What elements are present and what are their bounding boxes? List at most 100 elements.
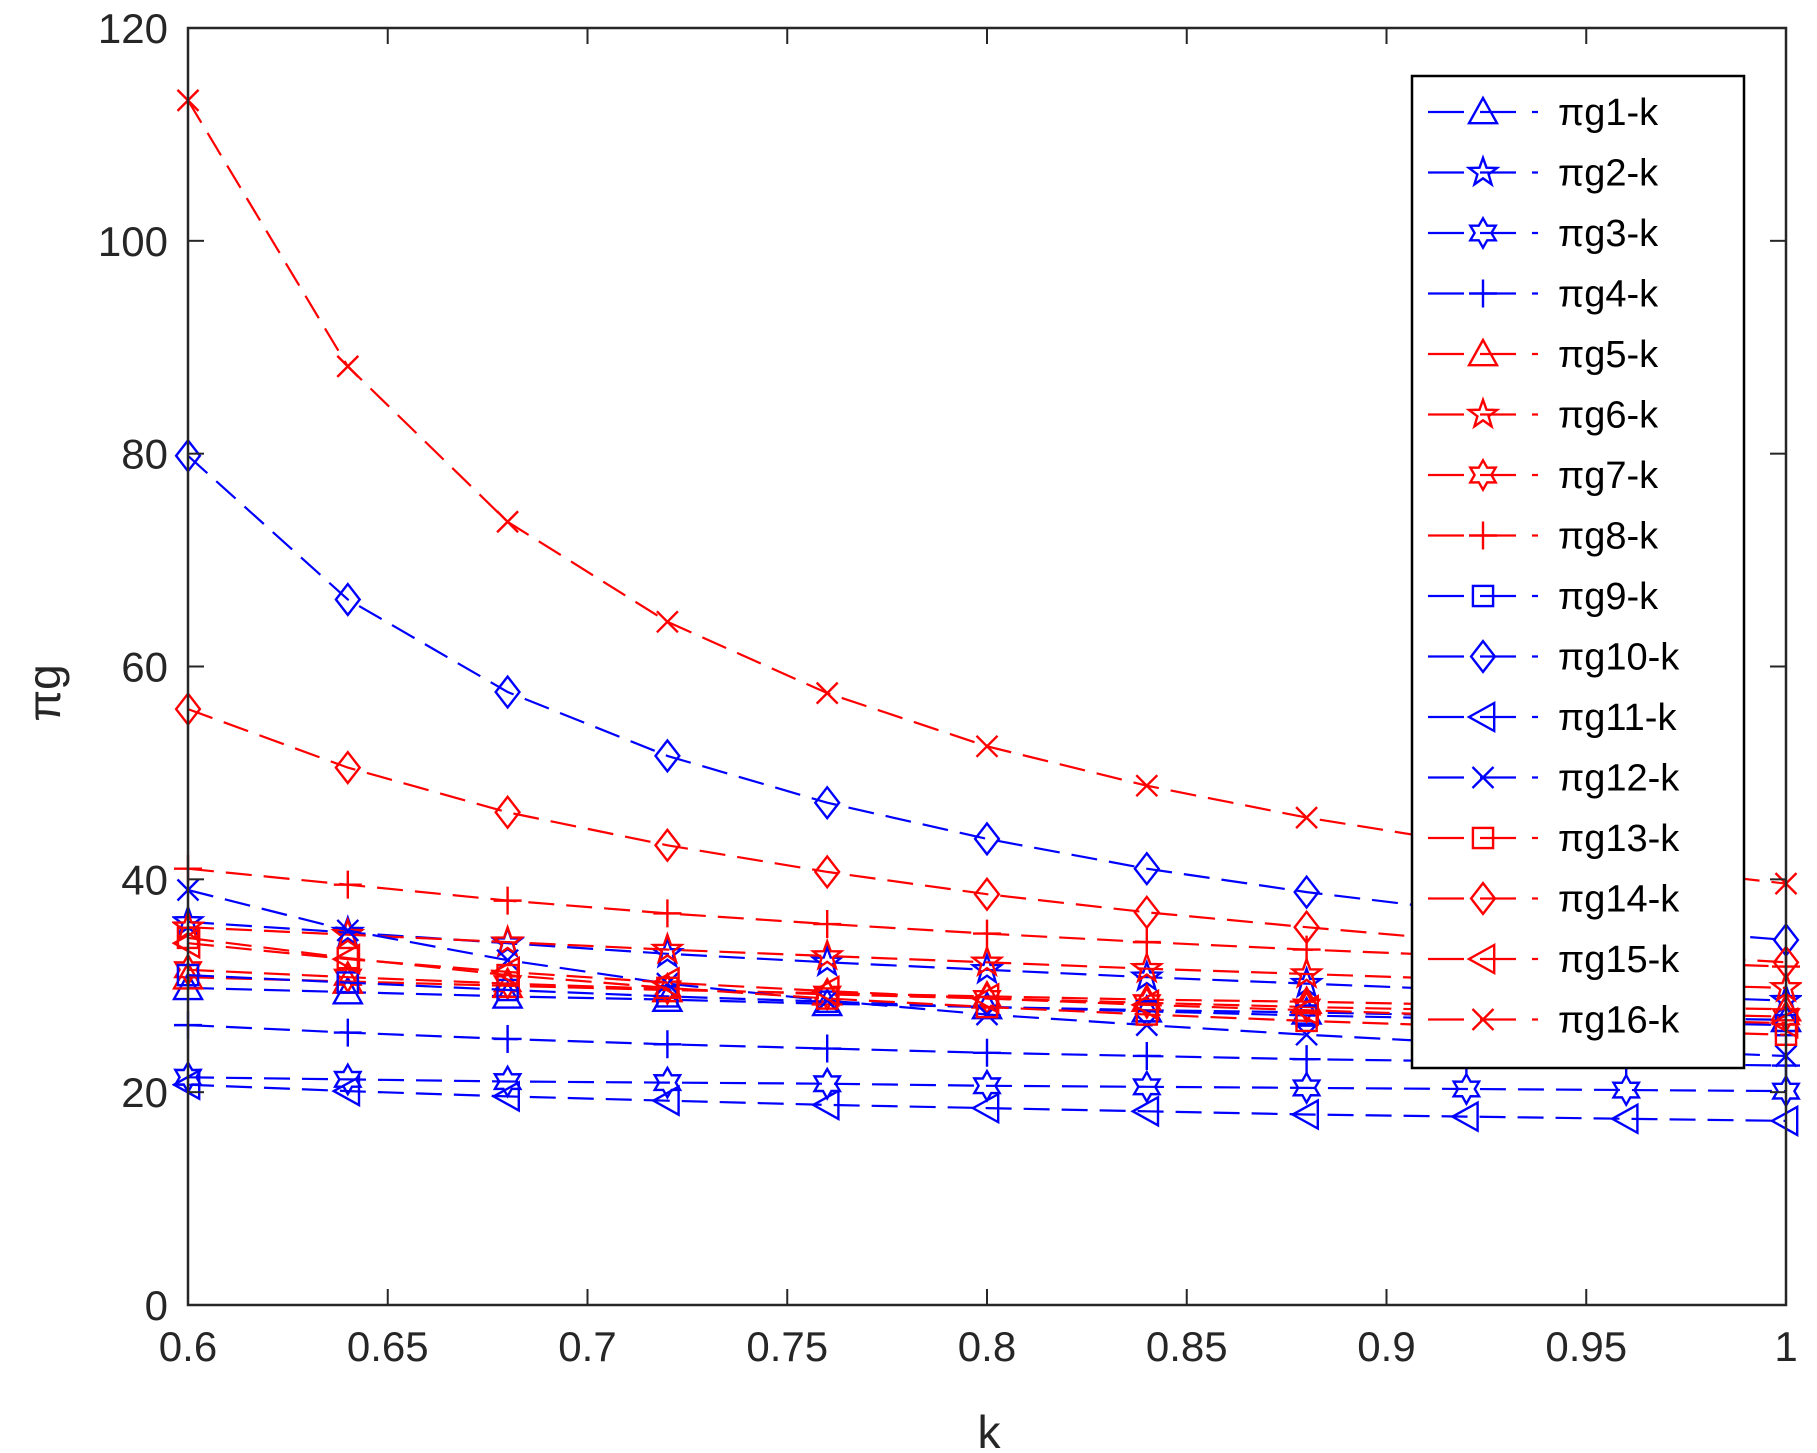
data-point-15-3: [491, 955, 520, 988]
data-point-3-4: [652, 1065, 683, 1100]
data-point-14-8: [1293, 909, 1321, 945]
data-point-3-10: [1611, 1072, 1642, 1108]
series-line-14: [187, 708, 1787, 964]
legend-label: πg5-k: [1558, 334, 1659, 376]
data-point-6-7: [1129, 950, 1165, 984]
data-point-16-4: [656, 610, 679, 634]
data-point-10-5: [813, 785, 841, 821]
legend-item-3: πg3-k: [1428, 213, 1659, 255]
data-point-15-6: [970, 982, 1000, 1015]
data-point-2-7: [1129, 958, 1165, 993]
data-point-12-2: [336, 919, 360, 942]
data-point-6-5: [809, 937, 845, 971]
y-tick-label: 80: [121, 431, 168, 478]
data-point-10-4: [653, 738, 681, 774]
data-point-16-5: [815, 681, 839, 705]
data-point-9-2: [336, 971, 360, 994]
legend-marker: [1468, 215, 1498, 251]
x-tick-label: 1: [1774, 1323, 1797, 1370]
data-point-8-6: [973, 919, 1001, 948]
x-tick-label: 0.9: [1357, 1323, 1415, 1370]
data-point-4-3: [493, 1024, 522, 1053]
legend-marker: [1465, 154, 1501, 188]
x-tick-label: 0.85: [1146, 1323, 1228, 1370]
x-axis-label: k: [978, 1406, 1002, 1453]
data-point-16-3: [496, 510, 519, 534]
data-point-15-8: [1290, 994, 1320, 1027]
data-point-3-9: [1451, 1071, 1482, 1107]
data-point-16-8: [1295, 806, 1318, 829]
data-point-6-3: [490, 923, 526, 957]
data-point-6-4: [649, 931, 685, 965]
legend-marker: [1468, 457, 1498, 493]
data-point-14-3: [494, 794, 522, 830]
legend-item-7: πg7-k: [1428, 455, 1659, 497]
legend-marker: [1466, 942, 1496, 976]
data-point-8-7: [1132, 928, 1161, 957]
data-point-15-4: [650, 966, 680, 999]
data-point-2-5: [809, 943, 845, 978]
data-point-14-6: [973, 876, 1001, 912]
data-point-11-1: [172, 1068, 201, 1101]
legend-item-8: πg8-k: [1428, 516, 1659, 558]
legend-item-4: πg4-k: [1428, 274, 1659, 316]
legend-item-10: πg10-k: [1428, 637, 1680, 679]
axes: 0.6 0.65 0.7 0.75 0.8 0.85 0.9 0.95 1 0 20 40 60 80 10…: [98, 5, 1798, 1370]
data-point-15-7: [1130, 988, 1160, 1021]
data-point-10-3: [494, 674, 522, 710]
data-point-4-6: [973, 1038, 1001, 1067]
data-point-11-4: [650, 1084, 680, 1117]
legend-label: πg7-k: [1558, 455, 1659, 497]
data-point-4-7: [1132, 1041, 1161, 1070]
data-point-11-9: [1449, 1100, 1479, 1133]
y-tick-label: 60: [121, 644, 168, 691]
legend-label: πg1-k: [1558, 92, 1659, 134]
legend-marker: [1466, 337, 1500, 367]
x-tick-label: 0.65: [347, 1323, 429, 1370]
data-point-2-6: [969, 951, 1005, 985]
x-tick-label: 0.6: [159, 1323, 217, 1370]
y-tick-label: 40: [121, 856, 168, 903]
legend-marker: [1469, 881, 1497, 916]
data-point-14-4: [653, 827, 681, 863]
legend-label: πg13-k: [1558, 818, 1680, 860]
legend-item-16: πg16-k: [1428, 1000, 1680, 1042]
data-point-16-6: [975, 734, 999, 758]
data-point-4-8: [1292, 1045, 1321, 1074]
data-point-16-2: [336, 355, 360, 378]
data-point-11-5: [810, 1088, 840, 1121]
data-point-11-10: [1609, 1102, 1639, 1135]
legend-marker: [1471, 766, 1495, 789]
legend-label: πg11-k: [1558, 697, 1677, 739]
legend-item-13: πg13-k: [1428, 818, 1680, 860]
legend-marker: [1469, 521, 1497, 550]
data-point-11-2: [331, 1075, 361, 1108]
legend-item-14: πg14-k: [1428, 879, 1680, 921]
data-point-10-6: [973, 821, 1001, 857]
legend-marker: [1466, 700, 1496, 734]
data-point-15-2: [331, 943, 361, 976]
legend-label: πg3-k: [1558, 213, 1659, 255]
data-point-11-6: [970, 1092, 1000, 1125]
y-axis-label: πg: [18, 664, 70, 721]
series-line-3: [187, 1076, 1787, 1093]
data-point-6-8: [1289, 955, 1325, 989]
x-tick-label: 0.8: [958, 1323, 1016, 1370]
data-point-6-2: [330, 916, 366, 950]
data-point-11-3: [491, 1080, 520, 1113]
legend-item-5: πg5-k: [1428, 334, 1659, 376]
legend-marker: [1471, 1008, 1495, 1031]
legend-item-15: πg15-k: [1428, 939, 1680, 981]
legend-item-2: πg2-k: [1428, 153, 1659, 195]
data-point-8-2: [333, 870, 362, 899]
y-tick-label: 0: [145, 1282, 168, 1329]
x-tick-label: 0.75: [746, 1323, 828, 1370]
x-tick-label: 0.95: [1545, 1323, 1627, 1370]
data-point-8-3: [493, 886, 522, 915]
legend-label: πg8-k: [1558, 516, 1659, 558]
data-point-4-5: [813, 1034, 842, 1063]
data-point-16-7: [1135, 774, 1159, 798]
legend-box: [1410, 74, 1746, 1070]
data-point-4-2: [333, 1018, 362, 1047]
